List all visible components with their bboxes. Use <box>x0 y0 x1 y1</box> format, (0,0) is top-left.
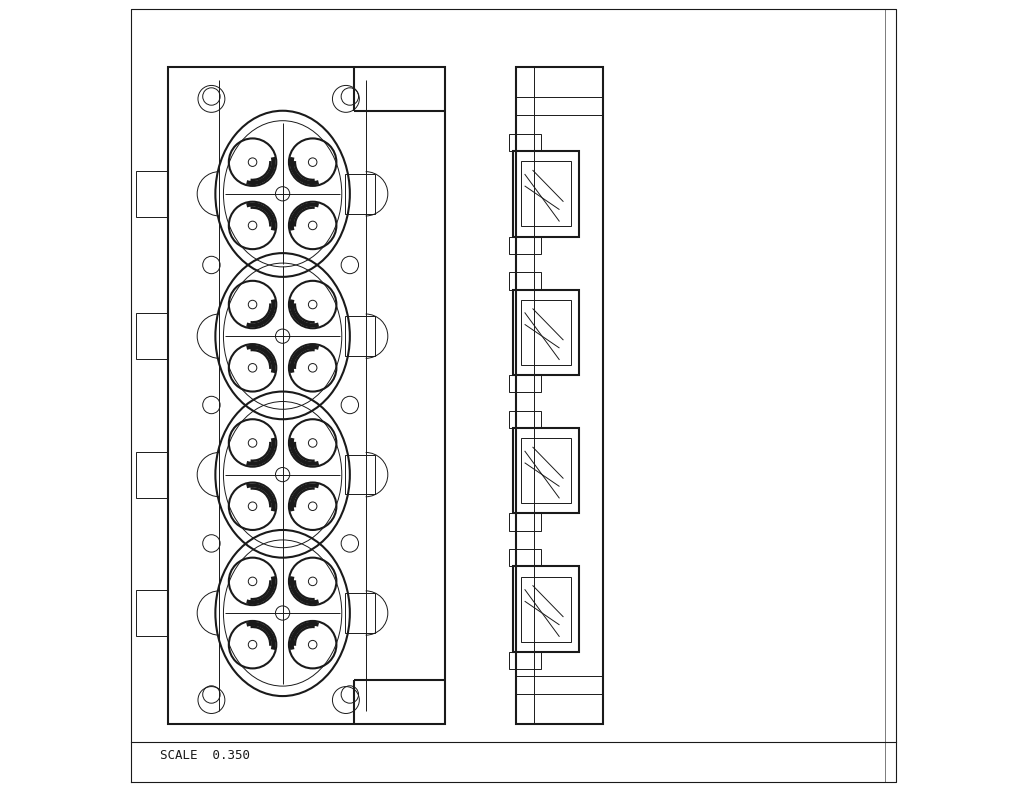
Bar <box>516 67 603 724</box>
Bar <box>521 438 570 503</box>
Bar <box>521 577 570 642</box>
Text: SCALE  0.350: SCALE 0.350 <box>160 749 250 763</box>
Bar <box>509 375 541 392</box>
Bar <box>521 300 570 365</box>
Bar <box>509 272 541 290</box>
Bar <box>509 411 541 428</box>
Bar <box>513 428 579 513</box>
Bar <box>136 313 168 359</box>
Bar <box>168 67 444 724</box>
Bar <box>136 171 168 217</box>
Bar <box>509 513 541 531</box>
Bar <box>521 161 570 226</box>
Bar <box>509 134 541 151</box>
Bar <box>136 452 168 498</box>
Bar <box>509 237 541 254</box>
Bar <box>345 593 375 633</box>
Bar <box>509 652 541 669</box>
Bar <box>513 290 579 375</box>
Bar <box>345 455 375 494</box>
Bar <box>513 151 579 237</box>
Bar <box>509 549 541 566</box>
Bar <box>136 590 168 636</box>
Bar <box>513 566 579 652</box>
Bar <box>345 316 375 356</box>
Bar <box>345 174 375 214</box>
